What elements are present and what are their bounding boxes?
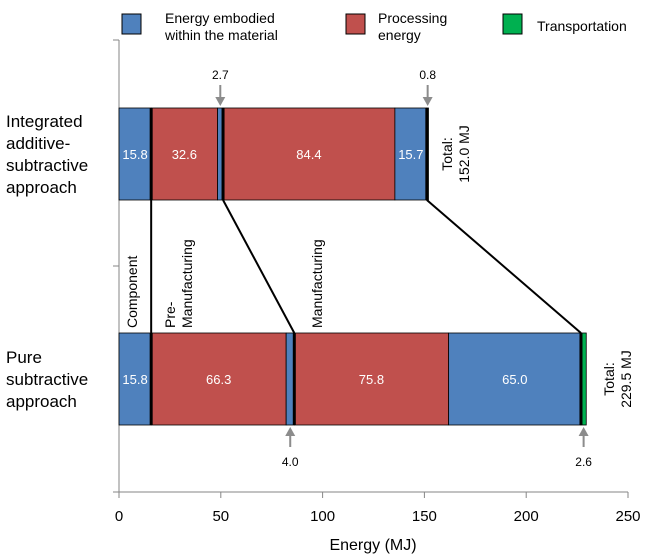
segment-value-2-5: 65.0	[502, 372, 527, 387]
callout-label-2-3: 4.0	[282, 455, 299, 469]
bar-segment-2-1	[118, 332, 152, 426]
bar-segment-1-4	[222, 107, 396, 201]
bar-segment-1-5	[394, 107, 428, 201]
segment-value-1-2: 32.6	[172, 147, 197, 162]
legend-swatch-2	[345, 13, 366, 35]
bar-segment-1-1	[118, 107, 152, 201]
annotations: 15.8 32.6 84.4 15.7 Integrated additive-subtr…	[6, 68, 634, 469]
phase-label-2: Pre-Manufacturing	[162, 239, 195, 328]
x-tick-label-6: 250	[615, 508, 640, 525]
segment-value-1-4: 84.4	[296, 147, 321, 162]
total-label-2: Total:229.5 MJ	[601, 350, 634, 408]
segment-value-2-1: 15.8	[122, 372, 147, 387]
bars	[118, 107, 587, 426]
callout-arrow-head-1-6	[422, 97, 433, 106]
callout-arrow-head-2-6	[578, 427, 589, 436]
segment-value-2-2: 66.3	[206, 372, 231, 387]
callout-label-1-3: 2.7	[212, 68, 229, 82]
phase-connector-2	[222, 199, 296, 334]
segment-value-1-1: 15.8	[122, 147, 147, 162]
x-axis-label: Energy (MJ)	[329, 537, 416, 554]
category-label-1: Integrated additive-subtractive approach	[6, 112, 88, 197]
legend: Energy embodied within the material Proces…	[121, 10, 627, 43]
x-tick-label-4: 150	[412, 508, 437, 525]
phase-label-3: Manufacturing	[309, 239, 325, 328]
callout-arrow-head-2-3	[285, 427, 296, 436]
bar-segment-2-4	[293, 332, 450, 426]
bar-segment-2-2	[150, 332, 287, 426]
category-label-2: Pure subtractive approach	[6, 348, 88, 411]
legend-label-3: Transportation	[537, 18, 627, 34]
legend-label-1: Energy embodied within the material	[164, 10, 278, 43]
phase-connectors	[149, 108, 583, 425]
segment-value-1-5: 15.7	[398, 147, 423, 162]
phase-connector-3	[426, 199, 582, 334]
legend-swatch-3	[502, 13, 523, 35]
x-tick-label-2: 50	[212, 508, 229, 525]
phase-label-1: Component	[124, 256, 140, 328]
legend-label-2: Processing energy	[378, 10, 447, 43]
x-tick-label-5: 200	[514, 508, 539, 525]
total-label-1: Total:152.0 MJ	[439, 125, 472, 183]
segment-value-2-4: 75.8	[359, 372, 384, 387]
x-tick-label-3: 100	[310, 508, 335, 525]
legend-swatch-1	[121, 13, 142, 35]
axes: 0 50 100 150 200 250 Energy (MJ)	[113, 39, 641, 554]
callout-arrow-head-1-3	[215, 97, 226, 106]
x-tick-label-1: 0	[115, 508, 123, 525]
callout-label-1-6: 0.8	[419, 68, 436, 82]
callout-label-2-6: 2.6	[575, 455, 592, 469]
